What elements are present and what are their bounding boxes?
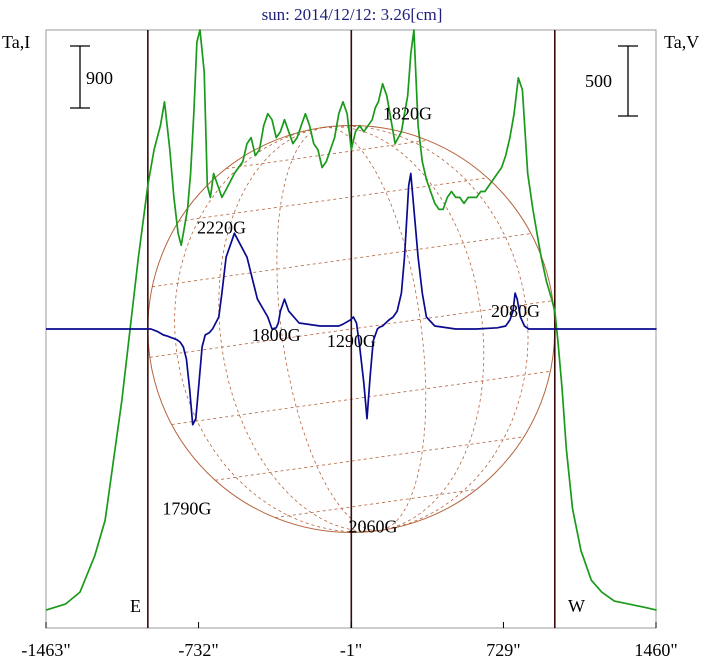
latitude-line — [215, 436, 524, 481]
source-annotation: 1290G — [327, 331, 376, 351]
source-annotation: 2060G — [349, 516, 398, 536]
right-axis-label: Ta,V — [664, 32, 699, 52]
latitude-line — [275, 488, 477, 519]
latitude-line — [178, 177, 488, 222]
x-tick-label: 729" — [486, 640, 520, 660]
longitude-line — [322, 126, 427, 531]
source-annotation: 1820G — [383, 104, 432, 124]
source-annotation: 2220G — [197, 217, 246, 237]
reference-lines — [147, 30, 556, 628]
intensity-line — [45, 29, 657, 611]
polarization-line — [46, 172, 657, 426]
left-axis-label: Ta,I — [2, 32, 30, 52]
right-scale-bar: 500 — [585, 45, 638, 117]
series-lines — [45, 29, 657, 611]
left-scale-bar: 900 — [70, 45, 113, 109]
latitude-line — [225, 139, 428, 170]
right-scale-bar-label: 500 — [585, 71, 612, 91]
x-tick-label: -1" — [340, 640, 362, 660]
latitude-line — [152, 233, 532, 288]
longitude-line — [218, 127, 380, 532]
east-limb-label: E — [130, 596, 141, 616]
west-limb-label: W — [568, 596, 585, 616]
longitude-line — [322, 126, 485, 531]
latitude-line — [171, 370, 551, 425]
longitude-line — [276, 127, 380, 532]
source-annotation: 2080G — [491, 301, 540, 321]
x-tick-label: 1460" — [634, 640, 677, 660]
x-tick-label: -732" — [178, 640, 218, 660]
source-annotations: 2220G 1800G 1290G 1820G 2080G 1790G 2060G — [162, 104, 540, 537]
x-tick-label: -1463" — [21, 640, 70, 660]
source-annotation: 1790G — [162, 498, 211, 518]
latitude-line — [149, 300, 553, 358]
x-tick-labels: -1463" -732" -1" 729" 1460" — [21, 622, 678, 660]
source-annotation: 1800G — [252, 325, 301, 345]
chart-title: sun: 2014/12/12: 3.26[cm] — [262, 5, 443, 24]
left-scale-bar-label: 900 — [86, 68, 113, 88]
